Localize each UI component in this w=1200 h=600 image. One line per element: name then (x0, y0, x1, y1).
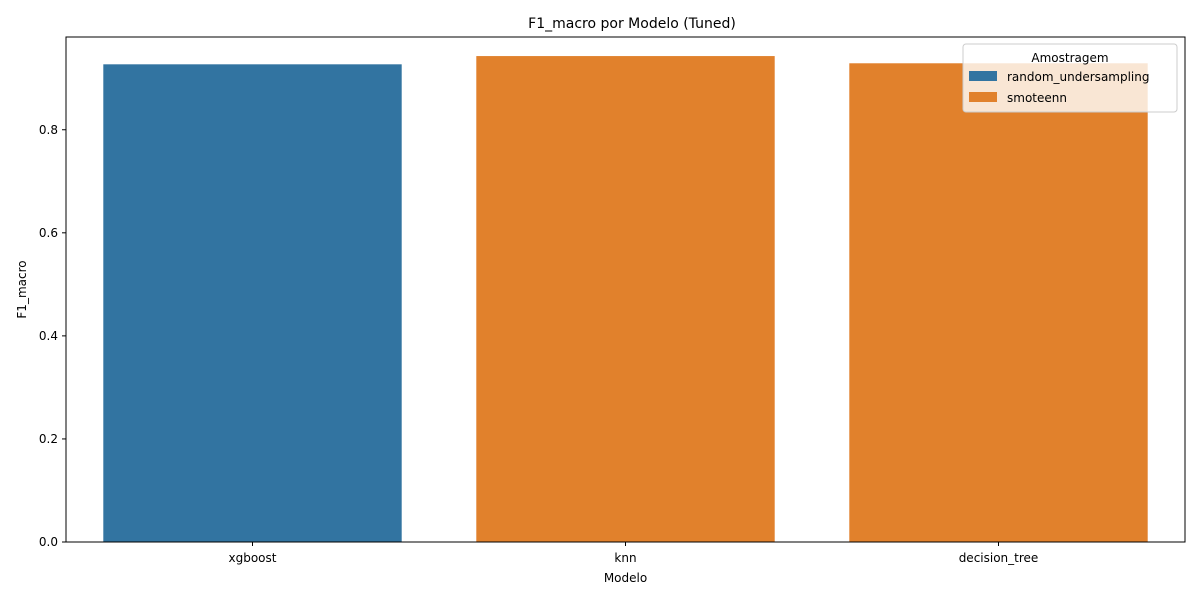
bar-xgboost (103, 64, 402, 543)
x-axis-label: Modelo (604, 571, 647, 585)
y-axis-ticks: 0.0 0.2 0.4 0.6 0.8 (39, 123, 66, 549)
y-tick-label: 0.8 (39, 123, 58, 137)
legend-label-random-undersampling: random_undersampling (1007, 70, 1150, 84)
x-tick-label: knn (614, 551, 636, 565)
legend: Amostragem random_undersampling smoteenn (962, 43, 1178, 113)
chart-title: F1_macro por Modelo (Tuned) (528, 16, 736, 32)
bars-group (103, 56, 1148, 543)
legend-swatch-smoteenn (969, 92, 997, 102)
legend-swatch-random-undersampling (969, 71, 997, 81)
x-axis-ticks: xgboost knn decision_tree (229, 542, 1039, 565)
y-tick-label: 0.6 (39, 226, 58, 240)
legend-title: Amostragem (1031, 51, 1108, 65)
legend-frame (962, 43, 1178, 113)
y-tick-label: 0.4 (39, 329, 58, 343)
y-tick-label: 0.0 (39, 535, 58, 549)
plot-area-frame (65, 36, 1186, 543)
y-axis-label: F1_macro (15, 260, 29, 318)
legend-label-smoteenn: smoteenn (1007, 91, 1067, 105)
y-tick-label: 0.2 (39, 432, 58, 446)
x-tick-label: decision_tree (959, 551, 1039, 565)
bar-decision-tree (849, 63, 1148, 543)
x-tick-label: xgboost (229, 551, 277, 565)
bar-knn (476, 56, 775, 543)
